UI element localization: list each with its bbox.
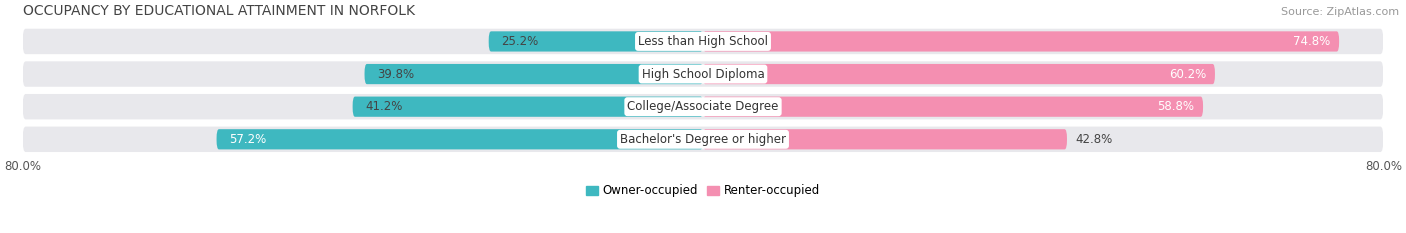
Text: 39.8%: 39.8% [377,68,415,81]
Text: Less than High School: Less than High School [638,35,768,48]
FancyBboxPatch shape [703,31,1339,51]
Text: 57.2%: 57.2% [229,133,267,146]
Legend: Owner-occupied, Renter-occupied: Owner-occupied, Renter-occupied [581,180,825,202]
Text: Bachelor's Degree or higher: Bachelor's Degree or higher [620,133,786,146]
FancyBboxPatch shape [489,31,703,51]
FancyBboxPatch shape [22,127,1384,152]
FancyBboxPatch shape [22,94,1384,119]
FancyBboxPatch shape [22,61,1384,87]
Text: 60.2%: 60.2% [1170,68,1206,81]
Text: OCCUPANCY BY EDUCATIONAL ATTAINMENT IN NORFOLK: OCCUPANCY BY EDUCATIONAL ATTAINMENT IN N… [22,4,415,18]
FancyBboxPatch shape [22,29,1384,54]
Text: 25.2%: 25.2% [502,35,538,48]
FancyBboxPatch shape [703,129,1067,149]
FancyBboxPatch shape [703,64,1215,84]
FancyBboxPatch shape [353,96,703,117]
FancyBboxPatch shape [217,129,703,149]
Text: 74.8%: 74.8% [1294,35,1330,48]
Text: 41.2%: 41.2% [366,100,402,113]
Text: Source: ZipAtlas.com: Source: ZipAtlas.com [1281,7,1399,17]
Text: College/Associate Degree: College/Associate Degree [627,100,779,113]
Text: 42.8%: 42.8% [1076,133,1112,146]
Text: 58.8%: 58.8% [1157,100,1195,113]
Text: High School Diploma: High School Diploma [641,68,765,81]
FancyBboxPatch shape [364,64,703,84]
FancyBboxPatch shape [703,96,1204,117]
